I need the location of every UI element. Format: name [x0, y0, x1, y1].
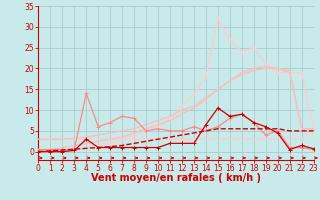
- X-axis label: Vent moyen/en rafales ( km/h ): Vent moyen/en rafales ( km/h ): [91, 173, 261, 183]
